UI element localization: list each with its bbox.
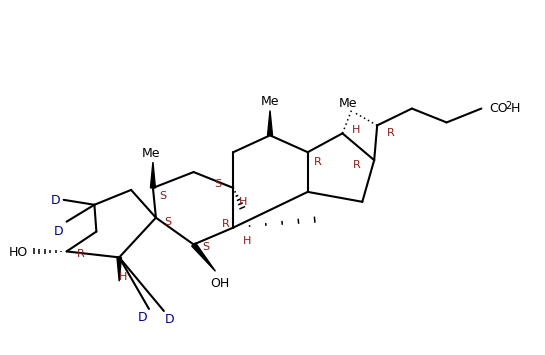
Text: S: S xyxy=(202,242,209,252)
Text: CO: CO xyxy=(489,102,508,115)
Text: D: D xyxy=(54,225,64,238)
Text: R: R xyxy=(353,160,360,170)
Text: R: R xyxy=(387,129,395,138)
Text: 2: 2 xyxy=(505,101,511,111)
Text: OH: OH xyxy=(210,277,229,290)
Text: D: D xyxy=(165,313,174,326)
Text: Me: Me xyxy=(339,97,358,110)
Text: S: S xyxy=(214,179,221,189)
Text: H: H xyxy=(352,125,361,135)
Text: H: H xyxy=(243,236,251,246)
Text: R: R xyxy=(77,250,84,260)
Text: H: H xyxy=(239,197,247,207)
Text: Me: Me xyxy=(261,95,279,108)
Polygon shape xyxy=(150,162,155,188)
Text: H: H xyxy=(511,102,520,115)
Text: R: R xyxy=(314,157,322,167)
Polygon shape xyxy=(192,243,215,271)
Text: D: D xyxy=(51,194,60,207)
Text: R: R xyxy=(221,219,229,229)
Text: D: D xyxy=(138,311,148,324)
Polygon shape xyxy=(117,257,122,281)
Text: S: S xyxy=(164,217,171,226)
Text: S: S xyxy=(159,191,166,201)
Text: H: H xyxy=(119,272,128,282)
Text: Me: Me xyxy=(142,147,160,160)
Text: HO: HO xyxy=(9,246,28,259)
Polygon shape xyxy=(268,110,272,135)
